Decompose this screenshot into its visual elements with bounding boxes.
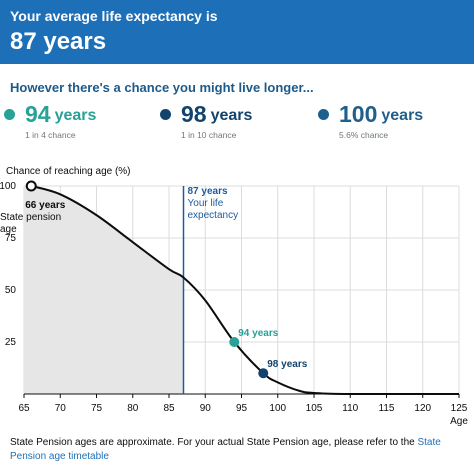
marker-sublabel-line-1: State pension (0, 212, 61, 223)
marker-label-98: 98 years (267, 359, 307, 370)
x-tick-label-85: 85 (163, 403, 175, 414)
stat-94-years: 94 years 1 in 4 chance (4, 100, 96, 140)
y-tick-label-100: 100 (0, 181, 16, 192)
y-axis-ticks: 25 50 75 100 (0, 181, 16, 348)
x-tick-label-75: 75 (91, 403, 103, 414)
x-tick-label-70: 70 (55, 403, 67, 414)
state-pension-timetable-link[interactable]: State Pension age timetable (10, 437, 441, 462)
stat-unit: years (54, 107, 97, 124)
navy-dot-icon (160, 108, 171, 120)
teal-dot-icon (4, 108, 15, 120)
life-expectancy-chart: Chance of reaching age (%) 65 70 75 80 85 90 9… (0, 166, 468, 427)
stat-chance: 1 in 10 chance (181, 130, 237, 140)
life-expectancy-banner: Your average life expectancy is 87 years (0, 0, 474, 64)
x-axis-ticks: 65 70 75 80 85 90 95 100 105 110 115 120 125 (18, 394, 468, 414)
footnote-text: State Pension ages are approximate. For … (10, 437, 418, 448)
reference-sublabel-line-2: expectancy (188, 210, 239, 221)
marker-94 (229, 337, 240, 347)
x-tick-label-115: 115 (379, 403, 395, 414)
x-tick-label-65: 65 (18, 403, 30, 414)
y-axis-label: Chance of reaching age (%) (6, 166, 131, 177)
x-tick-label-120: 120 (414, 403, 431, 414)
stat-unit: years (210, 107, 253, 124)
curve-fill-area (24, 186, 184, 394)
marker-66 (25, 180, 37, 192)
stat-chance: 1 in 4 chance (25, 130, 76, 140)
banner-lead: Your average life expectancy is (10, 8, 218, 24)
x-tick-label-100: 100 (269, 403, 286, 414)
marker-sublabel-line-2: age (0, 224, 17, 235)
banner-value: 87 years (10, 28, 107, 55)
stat-value: 94 (25, 101, 51, 127)
stat-chance: 5.6% chance (339, 130, 389, 140)
footnote: State Pension ages are approximate. For … (10, 436, 470, 464)
reference-sublabel-line-1: Your life (188, 198, 224, 209)
stat-value: 100 (339, 101, 378, 127)
stat-value: 98 (181, 101, 207, 127)
marker-98 (258, 368, 269, 379)
y-tick-label-50: 50 (5, 285, 17, 296)
x-tick-label-105: 105 (306, 403, 323, 414)
x-tick-label-90: 90 (200, 403, 212, 414)
stat-100-years: 100 years 5.6% chance (318, 100, 423, 140)
x-axis-label: Age (450, 416, 468, 427)
blue-dot-icon (318, 108, 329, 120)
subtitle: However there's a chance you might live … (10, 80, 314, 95)
x-tick-label-125: 125 (451, 403, 468, 414)
stat-unit: years (381, 107, 424, 124)
stat-98-years: 98 years 1 in 10 chance (160, 100, 252, 140)
x-tick-label-80: 80 (127, 403, 139, 414)
reference-label: 87 years (188, 186, 228, 197)
x-tick-label-110: 110 (342, 403, 358, 414)
y-tick-label-25: 25 (5, 337, 17, 348)
x-tick-label-95: 95 (236, 403, 248, 414)
survival-curve-line (30, 185, 459, 395)
marker-label-66: 66 years (25, 200, 65, 211)
marker-label-94: 94 years (238, 328, 278, 339)
y-tick-label-75: 75 (5, 233, 17, 244)
